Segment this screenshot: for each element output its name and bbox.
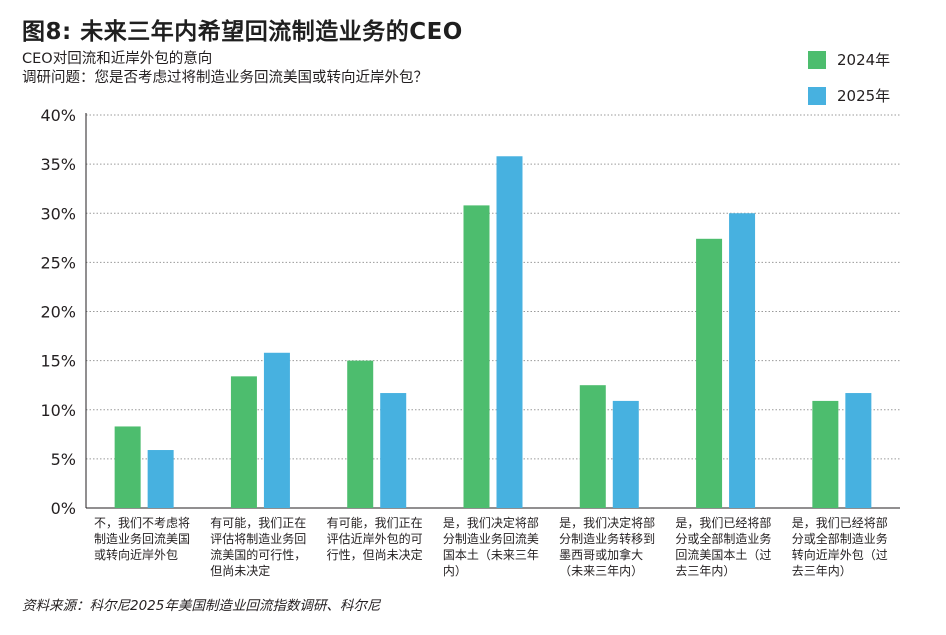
bar-2024年-7 [812,400,839,508]
x-category-label: 评估将制造业务回 [210,531,306,546]
x-category-label: 是，我们决定将部 [559,515,655,530]
y-tick-label: 40% [40,106,76,125]
x-category-label: 行性，但尚未决定 [327,547,423,562]
bar-2024年-2 [230,376,257,508]
x-category-label: 分或全部制造业务 [675,531,771,546]
x-category-label: 墨西哥或加拿大 [559,547,643,562]
bar-2025年-6 [729,213,756,508]
x-category-label: 是，我们已经将部 [792,515,888,530]
x-category-label: 转向近岸外包（过 [792,547,888,562]
x-category-label: 有可能，我们正在 [327,515,423,530]
bar-2025年-2 [263,352,290,508]
x-category-label: 回流美国本土（过 [675,548,771,562]
x-category-label: 是，我们已经将部 [675,515,771,530]
x-category-label: 制造业务回流美国 [94,531,190,546]
x-category-label: 去三年内） [675,564,735,578]
y-tick-label: 35% [40,155,76,174]
bar-2025年-4 [496,156,523,508]
x-category-label: 评估近岸外包的可 [327,531,423,546]
legend-label-2025: 2025年 [837,87,891,105]
chart-subtitle: CEO对回流和近岸外包的意向 调研问题：您是否考虑过将制造业务回流美国或转向近岸… [22,50,428,88]
x-category-label: 流美国的可行性， [210,547,306,562]
legend-label-2024: 2024年 [837,51,891,69]
legend-item-2025: 2025年 [808,86,890,105]
bar-2025年-7 [845,393,872,508]
x-category-label: 国本土（未来三年 [443,548,539,562]
bar-2024年-4 [463,205,490,508]
bar-2025年-1 [147,450,174,508]
x-category-label: （未来三年内） [559,564,643,578]
x-category-label: 或转向近岸外包 [94,547,178,562]
bar-2025年-5 [612,400,639,508]
y-tick-label: 25% [40,253,76,272]
bar-2024年-3 [347,360,374,508]
x-category-label: 去三年内） [792,564,852,578]
y-tick-label: 5% [51,450,76,469]
source-note: 资料来源：科尔尼2025年美国制造业回流指数调研、科尔尼 [22,598,381,614]
x-category-label: 但尚未决定 [210,563,270,578]
legend-swatch-2025 [808,86,826,105]
bar-2024年-6 [696,238,723,509]
bar-2025年-3 [380,393,407,508]
subtitle-line-2: 调研问题：您是否考虑过将制造业务回流美国或转向近岸外包？ [22,70,428,86]
x-category-label: 内） [443,564,467,578]
x-category-label: 有可能，我们正在 [210,515,306,530]
bar-2024年-1 [114,426,141,508]
bar-2024年-5 [579,385,606,508]
y-tick-label: 10% [40,401,76,420]
x-category-label: 不，我们不考虑将 [94,515,190,530]
y-tick-label: 20% [40,303,76,322]
x-category-label: 分制造业务转移到 [559,531,655,546]
x-category-label: 分制造业务回流美 [443,531,539,546]
y-tick-label: 30% [40,204,76,223]
legend: 2024年 2025年 [808,50,890,122]
legend-item-2024: 2024年 [808,50,890,69]
y-tick-label: 15% [40,352,76,371]
x-category-label: 分或全部制造业务 [792,531,888,546]
legend-swatch-2024 [808,50,826,69]
y-tick-label: 0% [51,499,76,518]
chart-title: 图8: 未来三年内希望回流制造业务的CEO [22,19,463,45]
subtitle-line-1: CEO对回流和近岸外包的意向 [22,51,213,67]
x-category-label: 是，我们决定将部 [443,515,539,530]
